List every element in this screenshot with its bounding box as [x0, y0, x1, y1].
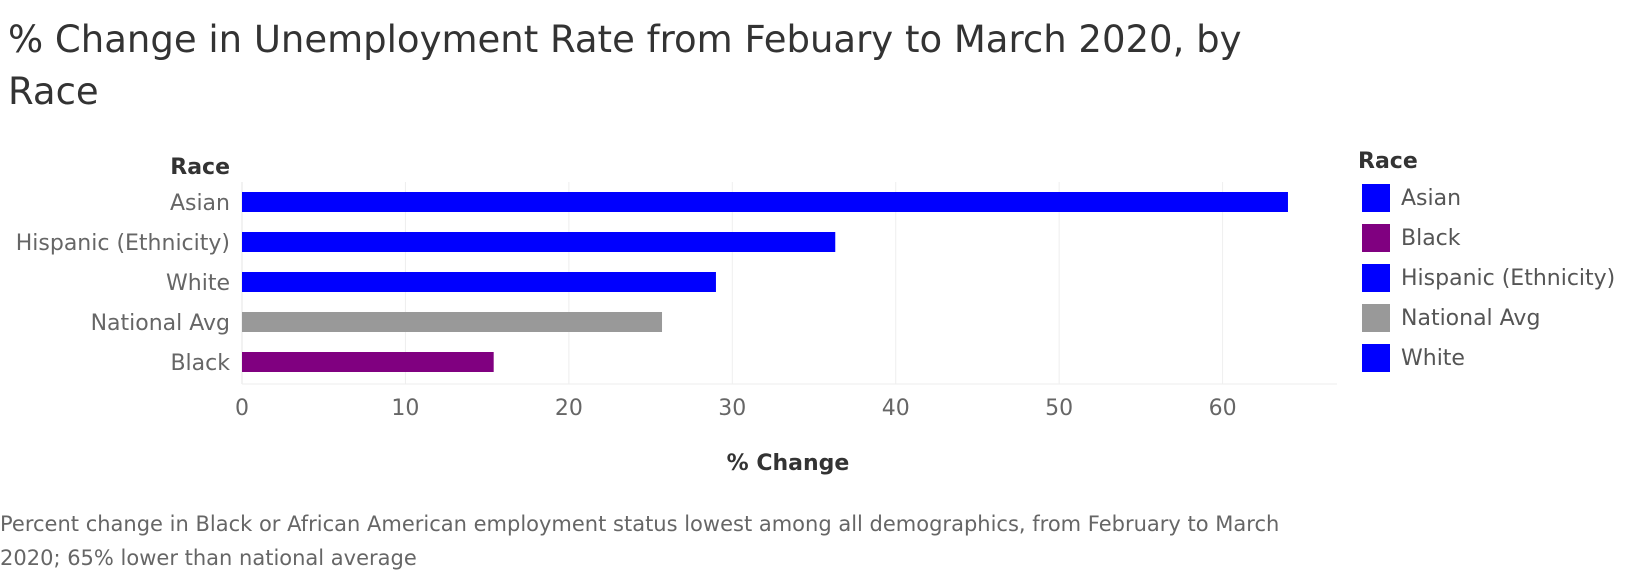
- footnote: Percent change in Black or African Ameri…: [0, 512, 1280, 570]
- bar-hispanic-ethnicity-: [242, 232, 836, 252]
- x-axis-title: % Change: [727, 451, 850, 476]
- legend-label: Asian: [1401, 185, 1462, 211]
- legend-items: Asian Black Hispanic (Ethnicity) National A…: [1358, 178, 1615, 378]
- bar-chart: Asian Hispanic (Ethnicity) White National A…: [16, 155, 1337, 476]
- legend-item: White: [1358, 338, 1615, 378]
- legend-label: Hispanic (Ethnicity): [1401, 265, 1616, 291]
- x-tick-label: 0: [235, 396, 249, 421]
- category-axis-title: Race: [170, 155, 230, 180]
- category-label: Black: [170, 351, 230, 376]
- bars: [242, 192, 1288, 372]
- legend-item: National Avg: [1358, 298, 1615, 338]
- legend-item: Asian: [1358, 178, 1615, 218]
- legend-swatch: [1362, 264, 1390, 292]
- x-tick-label: 40: [882, 396, 910, 421]
- category-labels: Asian Hispanic (Ethnicity) White National A…: [16, 191, 231, 376]
- legend-item: Hispanic (Ethnicity): [1358, 258, 1615, 298]
- legend-label: White: [1401, 345, 1465, 371]
- x-tick-label: 50: [1045, 396, 1073, 421]
- bar-asian: [242, 192, 1288, 212]
- bar-black: [242, 352, 494, 372]
- x-tick-labels: 0 10 20 30 40 50 60: [235, 396, 1237, 421]
- legend-label: Black: [1401, 225, 1461, 251]
- x-tick-label: 20: [555, 396, 583, 421]
- legend-title: Race: [1358, 149, 1418, 174]
- category-label: National Avg: [91, 311, 230, 336]
- category-label: White: [166, 271, 230, 296]
- x-tick-label: 30: [718, 396, 746, 421]
- bar-white: [242, 272, 716, 292]
- category-label: Hispanic (Ethnicity): [16, 231, 230, 256]
- bar-national-avg: [242, 312, 663, 332]
- legend-swatch: [1362, 304, 1390, 332]
- legend-label: National Avg: [1401, 305, 1541, 331]
- legend-swatch: [1362, 344, 1390, 372]
- legend-swatch: [1362, 184, 1390, 212]
- category-label: Asian: [170, 191, 230, 216]
- x-tick-label: 10: [391, 396, 419, 421]
- legend-swatch: [1362, 224, 1390, 252]
- legend: Race Asian Black Hispanic (Ethnicity) Natio…: [1358, 146, 1615, 378]
- x-tick-label: 60: [1209, 396, 1237, 421]
- chart-title: % Change in Unemployment Rate from Febua…: [8, 18, 1242, 113]
- legend-item: Black: [1358, 218, 1615, 258]
